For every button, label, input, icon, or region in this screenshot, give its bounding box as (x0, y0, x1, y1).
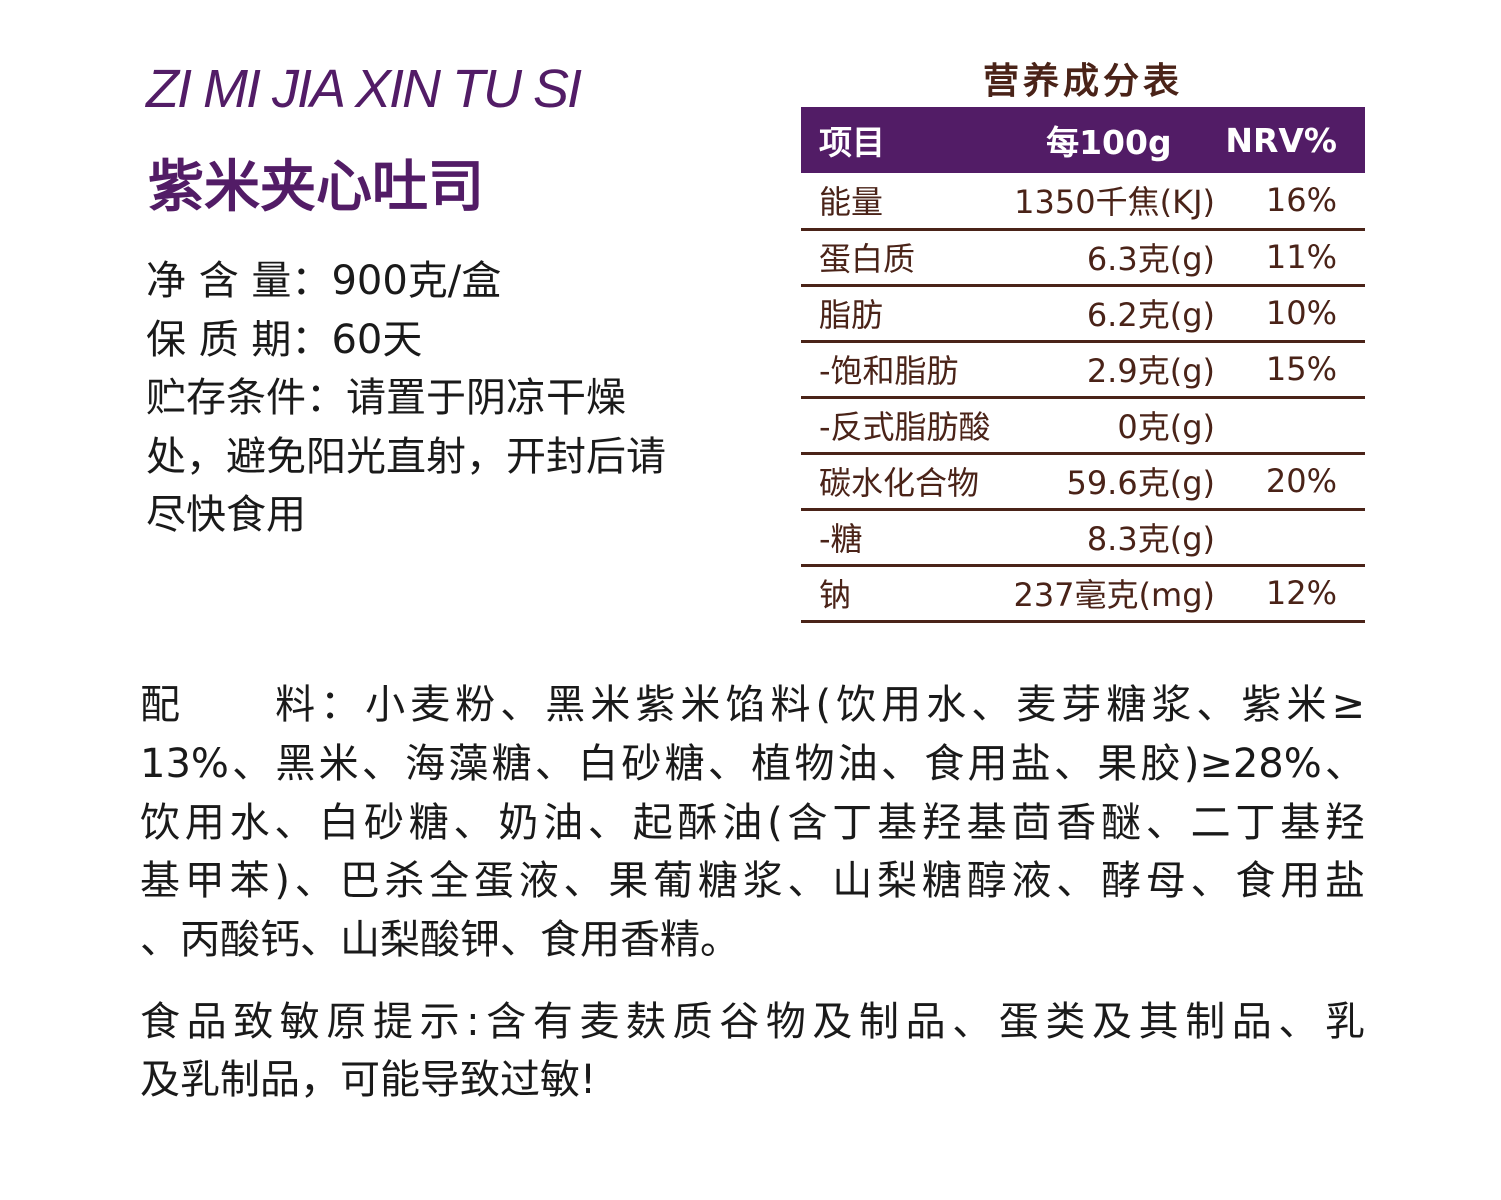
ingredients-line: 饮用水、白砂糖、奶油、起酥油(含丁基羟基茴香醚、二丁基羟 (140, 799, 1365, 846)
shelf-life: 保 质 期：60天 (146, 316, 423, 363)
ingredients-line: 配 料：小麦粉、黑米紫米馅料(饮用水、麦芽糖浆、紫米≥ (140, 682, 1365, 728)
nutrient-name: 碳水化合物 (819, 464, 980, 502)
nutrient-amount: 237毫克(mg) (1013, 576, 1215, 614)
allergen-line: 食品致敏原提示:含有麦麸质谷物及制品、蛋类及其制品、乳 (140, 999, 1365, 1045)
nutrient-nrv: 11% (1265, 238, 1337, 276)
table-row: 脂肪 6.2克(g) 10% (801, 285, 1365, 341)
allergen-line: 及乳制品，可能导致过敏! (140, 1057, 597, 1103)
nutrient-amount: 6.2克(g) (1086, 296, 1215, 334)
table-row: -反式脂肪酸 0克(g) (801, 397, 1365, 453)
nutrient-name: 脂肪 (819, 296, 884, 334)
nutrient-amount: 8.3克(g) (1086, 520, 1215, 558)
nutrient-amount: 2.9克(g) (1086, 352, 1215, 390)
ingredients-line: 、丙酸钙、山梨酸钾、食用香精。 (140, 917, 740, 964)
nutrient-nrv: 20% (1265, 462, 1337, 500)
table-row: 能量 1350千焦(KJ) 16% (801, 173, 1365, 229)
table-row: 钠 237毫克(mg) 12% (801, 565, 1365, 621)
nutrient-name: -反式脂肪酸 (819, 408, 991, 446)
nutrient-nrv: 16% (1265, 181, 1337, 220)
nutrient-name: -饱和脂肪 (819, 352, 959, 390)
nutrient-nrv (1216, 397, 1365, 453)
nutrient-name: 钠 (819, 576, 852, 614)
header-per100g: 每100g (1046, 123, 1172, 162)
nutrient-amount: 59.6克(g) (1066, 464, 1215, 502)
product-info: 净 含 量：900克/盒 保 质 期：60天 贮存条件：请置于阴凉干燥 处，避免… (146, 252, 726, 545)
product-pinyin: ZI MI JIA XIN TU SI (146, 59, 582, 119)
nutrient-name: 能量 (819, 183, 884, 222)
product-name: 紫米夹心吐司 (148, 155, 484, 220)
table-header: 项目 每100g NRV% (801, 107, 1365, 173)
table-row: -饱和脂肪 2.9克(g) 15% (801, 341, 1365, 397)
storage-condition-cont: 处，避免阳光直射，开封后请 (146, 433, 666, 480)
nutrient-amount: 0克(g) (1117, 408, 1215, 446)
storage-condition: 贮存条件：请置于阴凉干燥 (146, 375, 626, 421)
nutrient-amount: 6.3克(g) (1086, 240, 1215, 278)
nutrition-title: 营养成分表 (982, 61, 1183, 102)
nutrient-nrv: 10% (1265, 294, 1337, 332)
header-nrv: NRV% (1225, 120, 1337, 160)
table-row: 碳水化合物 59.6克(g) 20% (801, 453, 1365, 509)
header-item: 项目 (819, 123, 885, 162)
net-content: 净 含 量：900克/盒 (146, 258, 502, 304)
nutrient-name: -糖 (819, 520, 863, 558)
nutrition-table: 项目 每100g NRV% 能量 1350千焦(KJ) 16% 蛋白质 6.3克(g) 1… (801, 107, 1365, 623)
nutrient-nrv (1216, 509, 1365, 565)
ingredients-line: 13%、黑米、海藻糖、白砂糖、植物油、食用盐、果胶)≥28%、 (140, 740, 1365, 787)
table-row: -糖 8.3克(g) (801, 509, 1365, 565)
storage-condition-cont: 尽快食用 (146, 492, 306, 538)
nutrient-name: 蛋白质 (819, 240, 916, 278)
nutrient-nrv: 12% (1265, 574, 1337, 612)
nutrient-nrv: 15% (1265, 350, 1337, 388)
nutrient-amount: 1350千焦(KJ) (1014, 183, 1215, 222)
ingredients-line: 基甲苯)、巴杀全蛋液、果葡糖浆、山梨糖醇液、酵母、食用盐 (140, 858, 1365, 905)
table-row: 蛋白质 6.3克(g) 11% (801, 229, 1365, 285)
ingredients: 配 料：小麦粉、黑米紫米馅料(饮用水、麦芽糖浆、紫米≥ 13%、黑米、海藻糖、白… (140, 676, 1365, 970)
allergen-notice: 食品致敏原提示:含有麦麸质谷物及制品、蛋类及其制品、乳 及乳制品，可能导致过敏! (140, 993, 1365, 1109)
